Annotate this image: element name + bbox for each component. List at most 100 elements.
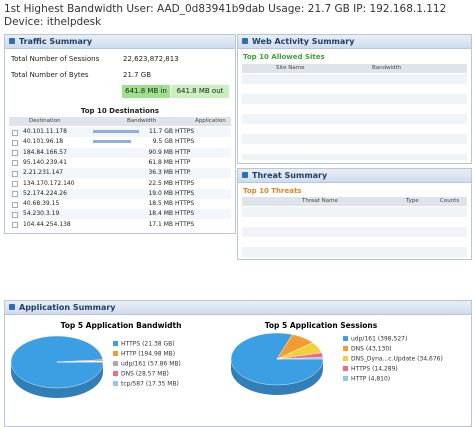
legend-label: DNS (43,130) [351, 346, 392, 353]
destination: 104.44.254.138 [23, 220, 71, 228]
stat-label: Total Number of Bytes [11, 71, 89, 79]
web-activity-panel: Web Activity Summary Top 10 Allowed Site… [237, 34, 472, 164]
legend-swatch [113, 371, 118, 376]
table-title: Top 10 Allowed Sites [243, 53, 325, 61]
legend-label: HTTP (194.98 MB) [121, 351, 175, 358]
panel-title: Traffic Summary [5, 35, 235, 49]
application: HTTPS [175, 128, 195, 135]
empty-rows [242, 74, 467, 160]
row-checkbox [12, 191, 18, 198]
bandwidth: 19.0 MB [148, 189, 173, 197]
row-checkbox [12, 129, 18, 136]
legend-label: udp/161 (57.86 MB) [121, 361, 181, 368]
application: HTTPS [175, 189, 195, 197]
bandwidth: 18.5 MB [148, 200, 173, 208]
application-panel: Application Summary Top 5 Application Ba… [4, 300, 472, 427]
legend-label: HTTPS (21.38 GB) [121, 341, 175, 348]
legend-label: DNS_Dyna...c.Update (34,676) [351, 356, 443, 363]
legend-label: DNS (28.57 MB) [121, 371, 169, 378]
column-header: Site Name [276, 65, 305, 71]
header-text: 1st Highest Bandwidth User: AAD_0d83941b… [4, 3, 447, 28]
legend-swatch [113, 351, 118, 356]
stat-value: 21.7 GB [123, 71, 152, 79]
column-header: Application [195, 118, 226, 124]
row-checkbox [12, 139, 18, 146]
legend-swatch [343, 366, 348, 371]
row-checkbox [12, 222, 18, 229]
threat-panel: Threat Summary Top 10 Threats Threat Nam… [237, 168, 472, 260]
application: HTTPS [175, 200, 195, 208]
bandwidth: 22.5 MB [148, 179, 173, 187]
bandwidth: 61.8 MB [148, 158, 173, 166]
stat-value: 22,623,872,813 [123, 55, 179, 63]
legend-label: HTTPS (14,289) [351, 366, 398, 373]
application: HTTPS [175, 138, 195, 146]
legend-label: tcp/587 (17.35 MB) [121, 381, 179, 388]
table-row: 52.174.224.26 19.0 MB HTTPS [9, 188, 231, 199]
legend-swatch [343, 376, 348, 381]
bandwidth: 11.7 GB [148, 128, 173, 135]
panel-title: Web Activity Summary [238, 35, 471, 49]
application: HTTP [175, 148, 191, 156]
destination: 54.230.3.19 [23, 210, 60, 218]
column-header: Threat Name [302, 198, 338, 204]
bandwidth-bar [93, 140, 131, 144]
pie-slice [276, 357, 324, 360]
destination: 95.140.239.41 [23, 158, 67, 166]
bandwidth: 90.9 MB [148, 148, 173, 156]
row-checkbox [12, 170, 18, 177]
table-row: 40.101.96.18 9.5 GB HTTPS [9, 137, 231, 148]
bandwidth: 18.4 MB [148, 210, 173, 218]
table-row: 2.21.231.147 36.3 MB HTTP [9, 168, 231, 179]
bandwidth: 36.3 MB [148, 169, 173, 177]
application: HTTPS [175, 220, 195, 228]
bandwidth: 9.5 GB [152, 138, 173, 146]
table-row: 54.230.3.19 18.4 MB HTTPS [9, 209, 231, 220]
pie-charts: Top 5 Application Bandwidth HTTPS (21.38 … [10, 321, 443, 398]
bandwidth: 17.1 MB [148, 220, 173, 228]
column-header: Type [406, 198, 419, 204]
bytes-out: 641.8 MB out [171, 85, 229, 98]
column-header: Counts [440, 198, 460, 204]
application: HTTP [175, 169, 191, 177]
legend-swatch [343, 336, 348, 341]
legend-label: HTTP (4,810) [351, 376, 390, 383]
column-header: Destination [29, 118, 61, 124]
destination: 134.170.172.140 [23, 179, 75, 187]
table-header: Site Name Bandwidth [242, 64, 467, 73]
table-row: 104.44.254.138 17.1 MB HTTPS [9, 219, 231, 230]
legend-swatch [113, 361, 118, 366]
empty-rows [242, 207, 467, 257]
traffic-panel: Traffic Summary Total Number of Sessions… [4, 34, 236, 234]
legend-swatch [343, 356, 348, 361]
bandwidth-bar [93, 130, 139, 133]
destination: 52.174.224.26 [23, 189, 67, 197]
table-row: 40.68.39.15 18.5 MB HTTPS [9, 199, 231, 210]
legend-label: udp/161 (398,527) [351, 336, 407, 343]
table-header: Threat Name Type Counts [242, 197, 467, 206]
table-row: 184.84.166.57 90.9 MB HTTP [9, 147, 231, 158]
destination: 40.101.96.18 [23, 138, 64, 146]
chart-title: Top 5 Application Sessions [265, 321, 378, 330]
row-checkbox [12, 181, 18, 187]
application: HTTPS [175, 179, 195, 187]
table-title: Top 10 Threats [243, 187, 302, 195]
panel-title: Threat Summary [238, 169, 471, 183]
table-row: 40.101.11.178 11.7 GB HTTPS [9, 127, 231, 137]
column-header: Bandwidth [127, 118, 157, 124]
row-checkbox [12, 201, 18, 208]
table-header: Destination Bandwidth Application [9, 117, 231, 126]
row-checkbox [12, 211, 18, 218]
panel-title: Application Summary [5, 301, 471, 315]
destination: 40.101.11.178 [23, 128, 67, 135]
application: HTTPS [175, 210, 195, 218]
destination: 2.21.231.147 [23, 169, 64, 177]
bytes-in: 641.8 MB in [122, 85, 170, 98]
legend-swatch [113, 381, 118, 386]
legend-swatch [113, 341, 118, 346]
column-header: Bandwidth [372, 65, 402, 71]
legend-swatch [343, 346, 348, 351]
application: HTTP [175, 158, 191, 166]
table-title: Top 10 Destinations [80, 107, 160, 115]
